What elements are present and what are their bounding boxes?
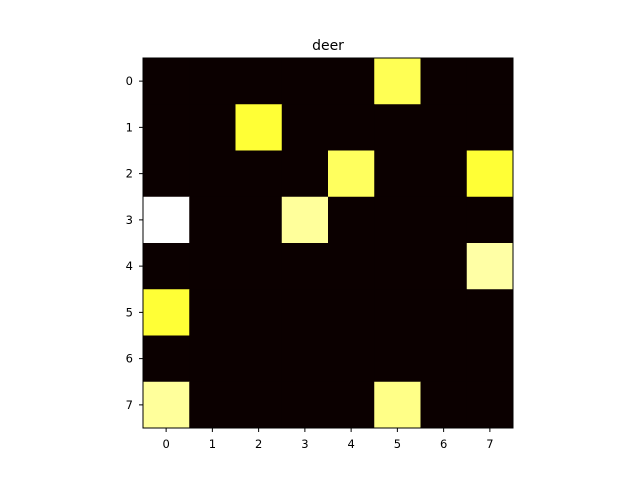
heatmap-cell-r7-c5 bbox=[374, 381, 421, 429]
y-tick-label: 0 bbox=[126, 74, 133, 88]
heatmap-cell-r2-c6 bbox=[420, 150, 468, 198]
heatmap-cell-r4-c0 bbox=[143, 243, 190, 290]
heatmap-cell-r5-c1 bbox=[189, 289, 236, 336]
y-tick-label: 2 bbox=[126, 167, 133, 181]
heatmap-cell-r0-c7 bbox=[466, 58, 514, 105]
heatmap-cells bbox=[143, 58, 514, 429]
heatmap-cell-r0-c5 bbox=[374, 58, 421, 105]
heatmap-cell-r5-c7 bbox=[466, 289, 514, 336]
heatmap-cell-r5-c6 bbox=[420, 289, 468, 336]
heatmap-cell-r2-c1 bbox=[189, 150, 236, 198]
heatmap-cell-r2-c5 bbox=[374, 150, 421, 198]
heatmap-cell-r1-c7 bbox=[466, 104, 514, 151]
heatmap-cell-r1-c5 bbox=[374, 104, 421, 151]
y-tick-label: 6 bbox=[126, 352, 133, 366]
heatmap-cell-r2-c0 bbox=[143, 150, 190, 198]
heatmap-cell-r0-c4 bbox=[328, 58, 375, 105]
heatmap-cell-r5-c5 bbox=[374, 289, 421, 336]
heatmap-cell-r0-c2 bbox=[235, 58, 283, 105]
heatmap-cell-r5-c2 bbox=[235, 289, 283, 336]
heatmap-cell-r5-c3 bbox=[281, 289, 329, 336]
x-tick-label: 7 bbox=[486, 437, 493, 451]
plot-frame bbox=[142, 57, 514, 429]
heatmap-cell-r6-c2 bbox=[235, 335, 283, 383]
heatmap-cell-r4-c5 bbox=[374, 243, 421, 290]
heatmap-cell-r0-c6 bbox=[420, 58, 468, 105]
x-tick-label: 2 bbox=[255, 437, 262, 451]
x-tick-label: 0 bbox=[162, 437, 169, 451]
heatmap-cell-r4-c6 bbox=[420, 243, 468, 290]
heatmap-cell-r1-c0 bbox=[143, 104, 190, 151]
heatmap-cell-r4-c7 bbox=[466, 243, 514, 290]
heatmap-cell-r4-c3 bbox=[281, 243, 329, 290]
heatmap-cell-r7-c3 bbox=[281, 381, 329, 429]
heatmap-cell-r0-c0 bbox=[143, 58, 190, 105]
heatmap-cell-r3-c4 bbox=[328, 196, 375, 244]
heatmap-cell-r1-c1 bbox=[189, 104, 236, 151]
heatmap-cell-r6-c5 bbox=[374, 335, 421, 383]
y-tick-label: 7 bbox=[126, 398, 133, 412]
heatmap-cell-r3-c0 bbox=[143, 196, 190, 244]
heatmap-cell-r2-c2 bbox=[235, 150, 283, 198]
heatmap-cell-r5-c4 bbox=[328, 289, 375, 336]
x-tick-label: 4 bbox=[347, 437, 354, 451]
heatmap-cell-r6-c7 bbox=[466, 335, 514, 383]
heatmap-cell-r3-c6 bbox=[420, 196, 468, 244]
y-axis: 0 1 2 3 4 5 6 7 bbox=[126, 74, 143, 412]
x-tick-label: 6 bbox=[440, 437, 447, 451]
heatmap-cell-r3-c2 bbox=[235, 196, 283, 244]
y-tick-label: 3 bbox=[126, 213, 133, 227]
heatmap-cell-r1-c4 bbox=[328, 104, 375, 151]
heatmap-cell-r6-c1 bbox=[189, 335, 236, 383]
heatmap-cell-r0-c1 bbox=[189, 58, 236, 105]
heatmap-cell-r3-c5 bbox=[374, 196, 421, 244]
heatmap-cell-r1-c2 bbox=[235, 104, 283, 151]
heatmap-cell-r7-c6 bbox=[420, 381, 468, 429]
heatmap-cell-r3-c7 bbox=[466, 196, 514, 244]
heatmap-cell-r4-c4 bbox=[328, 243, 375, 290]
heatmap-cell-r7-c1 bbox=[189, 381, 236, 429]
y-tick-label: 4 bbox=[126, 259, 133, 273]
heatmap-cell-r3-c1 bbox=[189, 196, 236, 244]
heatmap-cell-r6-c3 bbox=[281, 335, 329, 383]
heatmap-cell-r6-c0 bbox=[143, 335, 190, 383]
heatmap-cell-r4-c2 bbox=[235, 243, 283, 290]
heatmap-cell-r2-c7 bbox=[466, 150, 514, 198]
heatmap-cell-r3-c3 bbox=[281, 196, 329, 244]
heatmap-cell-r1-c3 bbox=[281, 104, 329, 151]
heatmap-cell-r1-c6 bbox=[420, 104, 468, 151]
heatmap-cell-r7-c2 bbox=[235, 381, 283, 429]
heatmap-cell-r5-c0 bbox=[143, 289, 190, 336]
x-tick-label: 5 bbox=[394, 437, 401, 451]
heatmap-cell-r7-c4 bbox=[328, 381, 375, 429]
y-tick-label: 1 bbox=[126, 120, 133, 134]
heatmap-cell-r7-c0 bbox=[143, 381, 190, 429]
heatmap-cell-r2-c4 bbox=[328, 150, 375, 198]
heatmap-cell-r6-c4 bbox=[328, 335, 375, 383]
heatmap-cell-r4-c1 bbox=[189, 243, 236, 290]
x-tick-label: 3 bbox=[301, 437, 308, 451]
heatmap-cell-r7-c7 bbox=[466, 381, 514, 429]
y-tick-label: 5 bbox=[126, 305, 133, 319]
x-tick-label: 1 bbox=[209, 437, 216, 451]
chart-title: deer bbox=[312, 38, 344, 54]
heatmap-cell-r0-c3 bbox=[281, 58, 329, 105]
heatmap-cell-r6-c6 bbox=[420, 335, 468, 383]
heatmap-cell-r2-c3 bbox=[281, 150, 329, 198]
x-axis: 0 1 2 3 4 5 6 7 bbox=[162, 428, 494, 451]
